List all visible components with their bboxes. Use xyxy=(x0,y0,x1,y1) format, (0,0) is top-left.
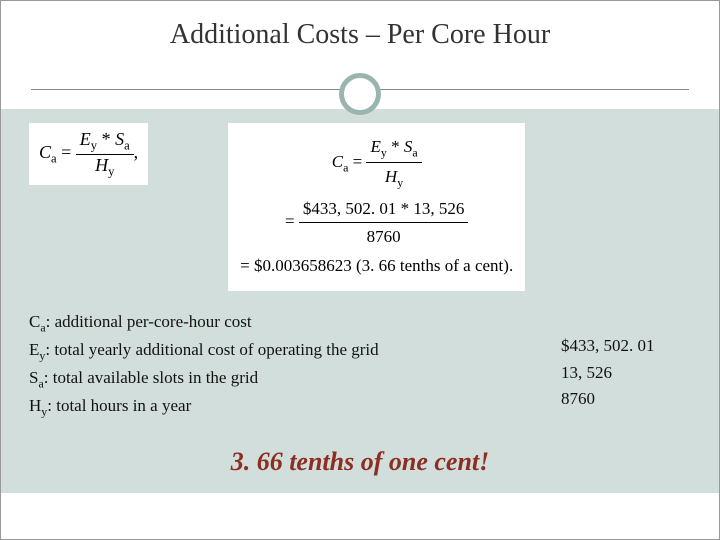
def-ca: Ca: additional per-core-hour cost xyxy=(29,309,543,337)
formula-definition: Ca = Ey * Sa Hy , xyxy=(29,123,148,185)
definitions-block: Ca: additional per-core-hour cost Ey: to… xyxy=(29,309,691,420)
formula-worked: Ca = Ey * Sa Hy = $433, 502. 01 * 13, xyxy=(228,123,525,291)
definitions-values: $433, 502. 01 13, 526 8760 xyxy=(561,309,691,420)
content-band: Ca = Ey * Sa Hy , Ca = Ey xyxy=(1,109,719,493)
def-hy: Hy: total hours in a year xyxy=(29,393,543,421)
val-ey: $433, 502. 01 xyxy=(561,333,691,359)
def-sa: Sa: total available slots in the grid xyxy=(29,365,543,393)
val-hy: 8760 xyxy=(561,386,691,412)
formula-row: Ca = Ey * Sa Hy , Ca = Ey xyxy=(29,123,691,291)
punchline: 3. 66 tenths of one cent! xyxy=(29,447,691,477)
fraction: Ey * Sa Hy xyxy=(76,129,134,179)
def-ey: Ey: total yearly additional cost of oper… xyxy=(29,337,543,365)
slide: Additional Costs – Per Core Hour Ca = Ey… xyxy=(0,0,720,540)
divider-circle-icon xyxy=(339,73,381,115)
val-sa: 13, 526 xyxy=(561,360,691,386)
lhs-var: Ca xyxy=(39,142,57,162)
formula-result: = $0.003658623 (3. 66 tenths of a cent). xyxy=(240,252,513,279)
definitions-labels: Ca: additional per-core-hour cost Ey: to… xyxy=(29,309,543,420)
divider xyxy=(1,69,719,109)
page-title: Additional Costs – Per Core Hour xyxy=(1,1,719,51)
